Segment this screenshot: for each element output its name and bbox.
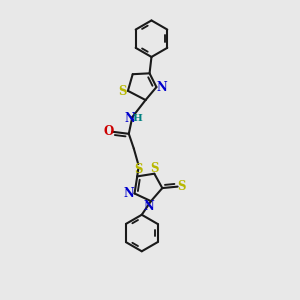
Text: N: N xyxy=(144,200,154,213)
Text: N: N xyxy=(124,187,135,200)
Text: S: S xyxy=(118,85,127,98)
Text: S: S xyxy=(134,163,143,176)
Text: N: N xyxy=(124,112,135,125)
Text: H: H xyxy=(133,114,142,123)
Text: O: O xyxy=(103,125,113,138)
Text: N: N xyxy=(156,81,167,94)
Text: S: S xyxy=(178,180,186,193)
Text: S: S xyxy=(150,162,159,175)
